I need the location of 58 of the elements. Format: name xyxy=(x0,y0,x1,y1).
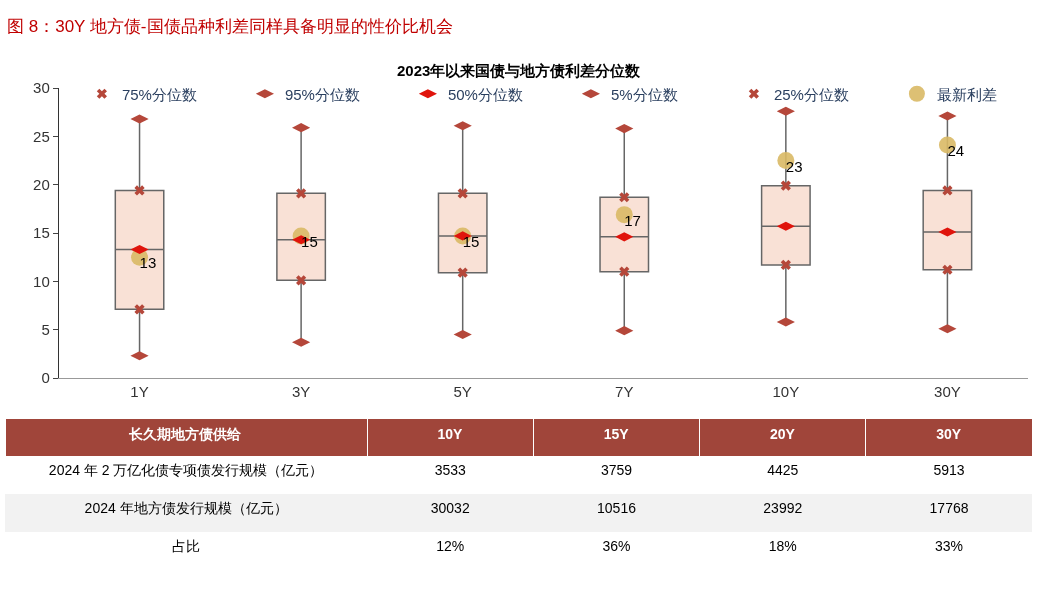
data-label: 24 xyxy=(947,142,965,160)
y-tick-label: 25 xyxy=(33,127,50,145)
category-label: 10Y xyxy=(437,426,464,442)
x-tick-label: 3Y xyxy=(291,383,311,400)
point xyxy=(780,180,791,191)
category-label: 2024 年地方债发行规模（亿元） xyxy=(84,499,288,516)
y-tick-label: 15 xyxy=(33,224,50,242)
point xyxy=(619,266,630,277)
y-tick-label: 0 xyxy=(41,369,50,387)
category-label: 15Y xyxy=(603,426,630,442)
x-tick-label: 7Y xyxy=(615,383,634,400)
text: 12% xyxy=(436,537,465,554)
x-tick-label: 1Y xyxy=(130,383,149,400)
data-label: 13 xyxy=(139,254,157,272)
text: 3759 xyxy=(600,461,633,478)
point xyxy=(942,185,953,196)
caption: 图 8：30Y 地方债-国债品种利差同样具备明显的性价比机会 xyxy=(7,17,453,36)
text: 17768 xyxy=(929,499,969,516)
text: 33% xyxy=(935,537,964,554)
y-tick-label: 10 xyxy=(33,272,50,290)
legend-label: 5%分位数 xyxy=(610,85,678,103)
point xyxy=(942,264,953,275)
y-tick-label: 5 xyxy=(41,320,50,338)
text: 23992 xyxy=(763,499,803,516)
text: 36% xyxy=(602,537,631,554)
point xyxy=(296,275,307,286)
legend-label: 25%分位数 xyxy=(773,85,849,103)
point xyxy=(134,185,145,196)
point xyxy=(457,267,468,278)
text: 30032 xyxy=(430,499,470,516)
category-label: 30Y xyxy=(936,426,962,442)
point xyxy=(134,304,145,315)
category-label: 占比 xyxy=(172,537,201,554)
point xyxy=(296,188,307,199)
x-tick-label: 30Y xyxy=(934,383,961,400)
data-label: 17 xyxy=(624,211,641,229)
point xyxy=(619,192,630,203)
point xyxy=(457,188,468,199)
data-label: 23 xyxy=(785,157,803,175)
category-label: 2024 年 2 万亿化债专项债发行规模（亿元） xyxy=(48,461,324,478)
legend-label: 50%分位数 xyxy=(447,85,523,103)
legend-label: 95%分位数 xyxy=(284,85,360,103)
legend-label: 75%分位数 xyxy=(121,85,197,103)
point xyxy=(780,259,791,270)
x-tick-label: 5Y xyxy=(453,383,472,400)
text: 长久期地方债供给 xyxy=(128,426,243,442)
y-tick-label: 30 xyxy=(33,79,50,97)
legend-label: 最新利差 xyxy=(936,85,997,103)
text: 18% xyxy=(768,537,797,554)
text: 3533 xyxy=(434,461,466,478)
y-tick-label: 20 xyxy=(33,175,50,193)
chart-title: 2023年以来国债与地方债利差分位数 xyxy=(397,62,642,79)
data-label: 15 xyxy=(462,233,480,251)
text: 4425 xyxy=(767,461,799,478)
text: 5913 xyxy=(933,461,965,478)
category-label: 20Y xyxy=(769,426,796,442)
text: 10516 xyxy=(597,499,636,516)
x-tick-label: 10Y xyxy=(772,383,800,400)
